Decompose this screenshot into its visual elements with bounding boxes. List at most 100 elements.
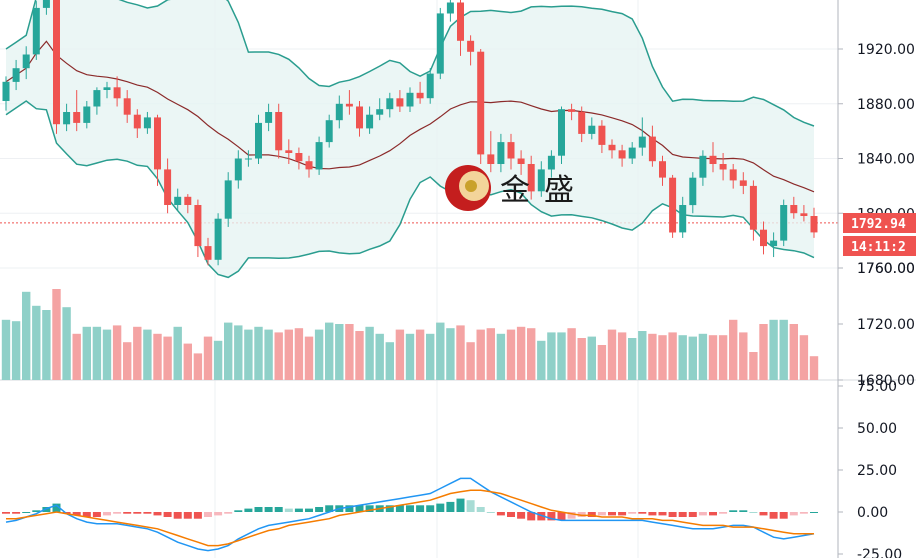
volume-bar	[213, 340, 223, 380]
candle-body	[174, 196, 182, 205]
candle-body	[689, 177, 697, 206]
volume-bar	[224, 322, 233, 380]
candle-body	[517, 158, 525, 164]
candle-body	[760, 229, 767, 247]
candle-body	[719, 164, 727, 170]
candle-body	[366, 114, 374, 129]
volume-bar	[456, 325, 465, 380]
candle-body	[709, 155, 717, 164]
candle-body	[93, 90, 101, 107]
candle-body	[305, 161, 313, 170]
candle-body	[154, 117, 161, 170]
volume-bar	[234, 325, 243, 380]
macd-histogram-bar	[628, 512, 637, 514]
volume-bar	[102, 329, 112, 380]
volume-bar	[62, 307, 71, 380]
candle-body	[12, 68, 20, 82]
volume-bar	[729, 319, 738, 380]
macd-histogram-bar	[133, 512, 142, 514]
candle-body	[790, 205, 798, 214]
volume-bar	[244, 329, 253, 380]
axis-tick-label: 1880.00	[857, 97, 915, 113]
volume-bar	[1, 319, 11, 380]
candle-body	[699, 155, 707, 178]
candle-body	[436, 13, 444, 74]
candle-body	[224, 180, 232, 219]
volume-bar	[203, 336, 213, 380]
macd-histogram-bar	[507, 512, 515, 517]
volume-bar	[638, 331, 647, 380]
macd-histogram-bar	[436, 503, 445, 512]
volume-bar	[496, 333, 506, 380]
macd-histogram-bar	[759, 512, 768, 516]
price-axis[interactable]: 1920.001880.001840.001800.001760.001760.…	[837, 0, 915, 558]
volume-bar	[506, 329, 516, 380]
macd-histogram-bar	[547, 512, 556, 521]
candle-body	[507, 142, 515, 159]
macd-histogram-bar	[193, 512, 202, 519]
macd-histogram-bar	[527, 512, 536, 521]
price-badge-value: 1792.94	[851, 217, 906, 232]
macd-histogram-bar	[173, 512, 182, 519]
macd-histogram-bar	[365, 505, 374, 512]
macd-histogram-bar	[658, 512, 667, 516]
axis-tick-label: 1840.00	[857, 152, 915, 168]
candle-body	[123, 98, 131, 115]
volume-bar	[325, 322, 334, 380]
macd-histogram-bar	[163, 512, 172, 517]
candle-body	[113, 87, 121, 99]
candle-body	[63, 112, 71, 125]
macd-histogram-bar	[456, 498, 465, 512]
candle-body	[315, 142, 323, 170]
macd-histogram-bar	[608, 512, 616, 516]
candle-body	[143, 117, 151, 129]
volume-bar	[143, 329, 152, 380]
macd-histogram-bar	[779, 512, 788, 519]
volume-bar	[264, 329, 273, 380]
volume-bars	[1, 289, 819, 380]
watermark: 金 盛	[445, 165, 574, 211]
macd-histogram-bar	[244, 508, 253, 512]
volume-bar	[739, 332, 748, 380]
volume-bar	[587, 336, 596, 380]
band-middle	[5, 40, 815, 193]
volume-bar	[284, 329, 293, 380]
volume-bar	[254, 326, 263, 380]
volume-bar	[153, 333, 162, 380]
candle-body	[780, 205, 788, 241]
macd-histogram-bar	[254, 507, 263, 512]
macd-histogram-bar	[789, 512, 798, 516]
candle-body	[739, 180, 747, 186]
candle-body	[628, 147, 636, 159]
volume-bar	[304, 336, 314, 380]
macd-histogram-bar	[153, 512, 162, 516]
candle-body	[285, 150, 293, 153]
candle-body	[396, 98, 404, 107]
candle-body	[568, 109, 576, 112]
candle-body	[194, 205, 202, 247]
volume-bar	[466, 342, 475, 380]
volume-bar	[52, 289, 61, 380]
candle-body	[770, 240, 778, 247]
macd-histogram-bar	[284, 508, 293, 512]
macd-histogram-bar	[466, 500, 475, 512]
axis-tick-label: -25.00	[857, 547, 902, 558]
volume-bar	[385, 342, 394, 380]
axis-tick-label: 0.00	[857, 505, 888, 521]
candle-body	[275, 112, 283, 151]
volume-bar	[708, 335, 718, 380]
candle-body	[446, 2, 454, 14]
candle-body	[598, 125, 606, 145]
macd-histogram-bar	[52, 503, 61, 512]
time-badge-bg	[843, 236, 916, 256]
candle-body	[335, 103, 343, 121]
candle-body	[204, 246, 212, 260]
macd-histogram-bar	[22, 512, 31, 513]
candle-body	[618, 150, 626, 159]
volume-bar	[799, 335, 809, 380]
volume-bar	[183, 343, 192, 380]
axis-tick-label: 75.00	[857, 379, 897, 395]
watermark-char-right: 盛	[544, 173, 574, 208]
volume-bar	[759, 324, 768, 380]
